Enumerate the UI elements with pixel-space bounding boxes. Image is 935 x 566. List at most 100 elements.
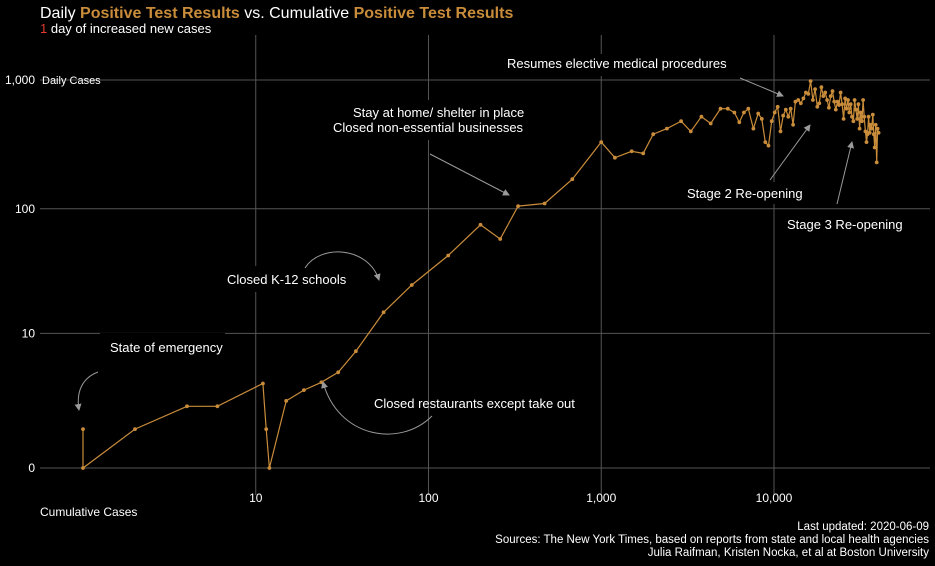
data-point xyxy=(267,466,272,470)
data-point xyxy=(835,99,840,104)
data-point xyxy=(641,151,646,156)
data-point xyxy=(629,149,634,154)
data-point xyxy=(861,98,865,102)
data-point xyxy=(409,283,414,287)
data-point xyxy=(133,427,137,431)
data-point xyxy=(766,143,771,148)
data-point xyxy=(819,85,824,90)
data-point xyxy=(264,427,269,431)
data-point xyxy=(815,104,820,109)
data-point xyxy=(772,110,777,115)
data-point xyxy=(746,106,751,111)
series-line xyxy=(82,80,880,470)
grid-lines: 10 100 1,000 10,000 0 10 100 1,000 xyxy=(5,35,930,505)
data-point xyxy=(798,101,803,106)
data-point xyxy=(542,201,547,206)
data-point xyxy=(336,370,341,375)
data-point xyxy=(837,103,841,107)
data-point xyxy=(516,204,520,209)
data-point xyxy=(613,155,617,160)
chart-subtitle: 1 day of increased new cases xyxy=(40,21,211,36)
x-tick-label: 10,000 xyxy=(756,491,793,505)
annotation-bg-k12 xyxy=(222,266,348,292)
data-point xyxy=(781,113,786,118)
arrow-state-of-emergency xyxy=(74,371,99,411)
data-point xyxy=(825,98,829,102)
annotation-stage-3: Stage 3 Re-opening xyxy=(787,217,903,232)
series-group xyxy=(81,79,881,470)
data-point xyxy=(806,92,811,96)
data-point xyxy=(832,99,837,104)
data-point xyxy=(851,119,856,124)
annotation-closed-restaurants: Closed restaurants except take out xyxy=(374,396,575,411)
data-point xyxy=(185,404,189,409)
chart-title: Daily Positive Test Results vs. Cumulati… xyxy=(40,5,513,23)
x-axis-label: Cumulative Cases xyxy=(40,505,137,519)
x-tick-label: 10 xyxy=(249,491,263,505)
annotation-closed-k12: Closed K-12 schools xyxy=(227,272,347,287)
y-tick-label: 100 xyxy=(15,202,35,216)
subtitle-text: day of increased new cases xyxy=(47,21,212,36)
data-point xyxy=(811,98,815,102)
data-point xyxy=(850,114,854,119)
x-tick-label: 1,000 xyxy=(586,491,616,505)
data-point xyxy=(215,404,220,409)
data-point xyxy=(688,129,693,134)
data-point xyxy=(833,107,838,112)
data-point xyxy=(875,126,880,131)
arrow-stay-at-home xyxy=(429,153,510,196)
data-point xyxy=(81,427,85,431)
data-point xyxy=(870,112,875,117)
annotation-bg-stage3 xyxy=(782,212,906,234)
data-point xyxy=(732,110,737,115)
data-point xyxy=(775,104,780,109)
data-point xyxy=(769,119,774,124)
y-tick-label: 10 xyxy=(22,326,36,340)
data-point xyxy=(725,106,730,111)
data-point xyxy=(665,126,669,131)
data-point xyxy=(869,126,874,131)
data-point xyxy=(817,101,822,106)
sources: Sources: The New York Times, based on re… xyxy=(495,534,929,546)
data-point xyxy=(570,177,575,182)
data-point xyxy=(874,160,879,165)
data-point xyxy=(651,132,656,137)
data-point xyxy=(855,117,860,121)
y-tick-label: 1,000 xyxy=(5,73,35,87)
data-point xyxy=(796,98,801,102)
arrow-stage-3 xyxy=(836,141,854,205)
data-point xyxy=(848,102,853,107)
data-point xyxy=(778,129,783,134)
arrow-closed-restaurants xyxy=(321,381,433,435)
data-point xyxy=(864,140,869,145)
data-point xyxy=(284,399,289,403)
arrow-stage-2 xyxy=(769,124,811,181)
title-part-2: vs. Cumulative xyxy=(239,5,354,22)
x-tick-label: 100 xyxy=(418,491,438,505)
data-point xyxy=(841,117,846,121)
annotation-elective-procedures: Resumes elective medical procedures xyxy=(507,56,727,71)
data-point xyxy=(599,140,604,145)
data-point xyxy=(786,114,791,119)
arrow-closed-k12 xyxy=(304,251,381,281)
footer: Last updated: 2020-06-09 Sources: The Ne… xyxy=(495,521,929,560)
data-point xyxy=(868,122,873,127)
annotation-closed-businesses: Closed non-essential businesses xyxy=(333,120,524,135)
data-point xyxy=(844,106,849,111)
data-point xyxy=(856,102,861,107)
data-point xyxy=(846,98,850,102)
annotation-bg-state-of-emergency xyxy=(100,333,225,359)
data-point xyxy=(751,126,756,131)
data-point xyxy=(708,121,713,126)
data-point xyxy=(847,110,852,115)
data-point xyxy=(858,110,863,115)
title-part-1: Daily xyxy=(40,5,81,22)
data-point xyxy=(866,114,871,119)
data-point xyxy=(808,79,813,83)
data-point xyxy=(381,310,386,315)
data-point xyxy=(742,110,746,115)
title-highlight-1: Positive Test Results xyxy=(80,5,240,22)
data-point xyxy=(840,102,844,107)
data-point xyxy=(478,222,483,227)
